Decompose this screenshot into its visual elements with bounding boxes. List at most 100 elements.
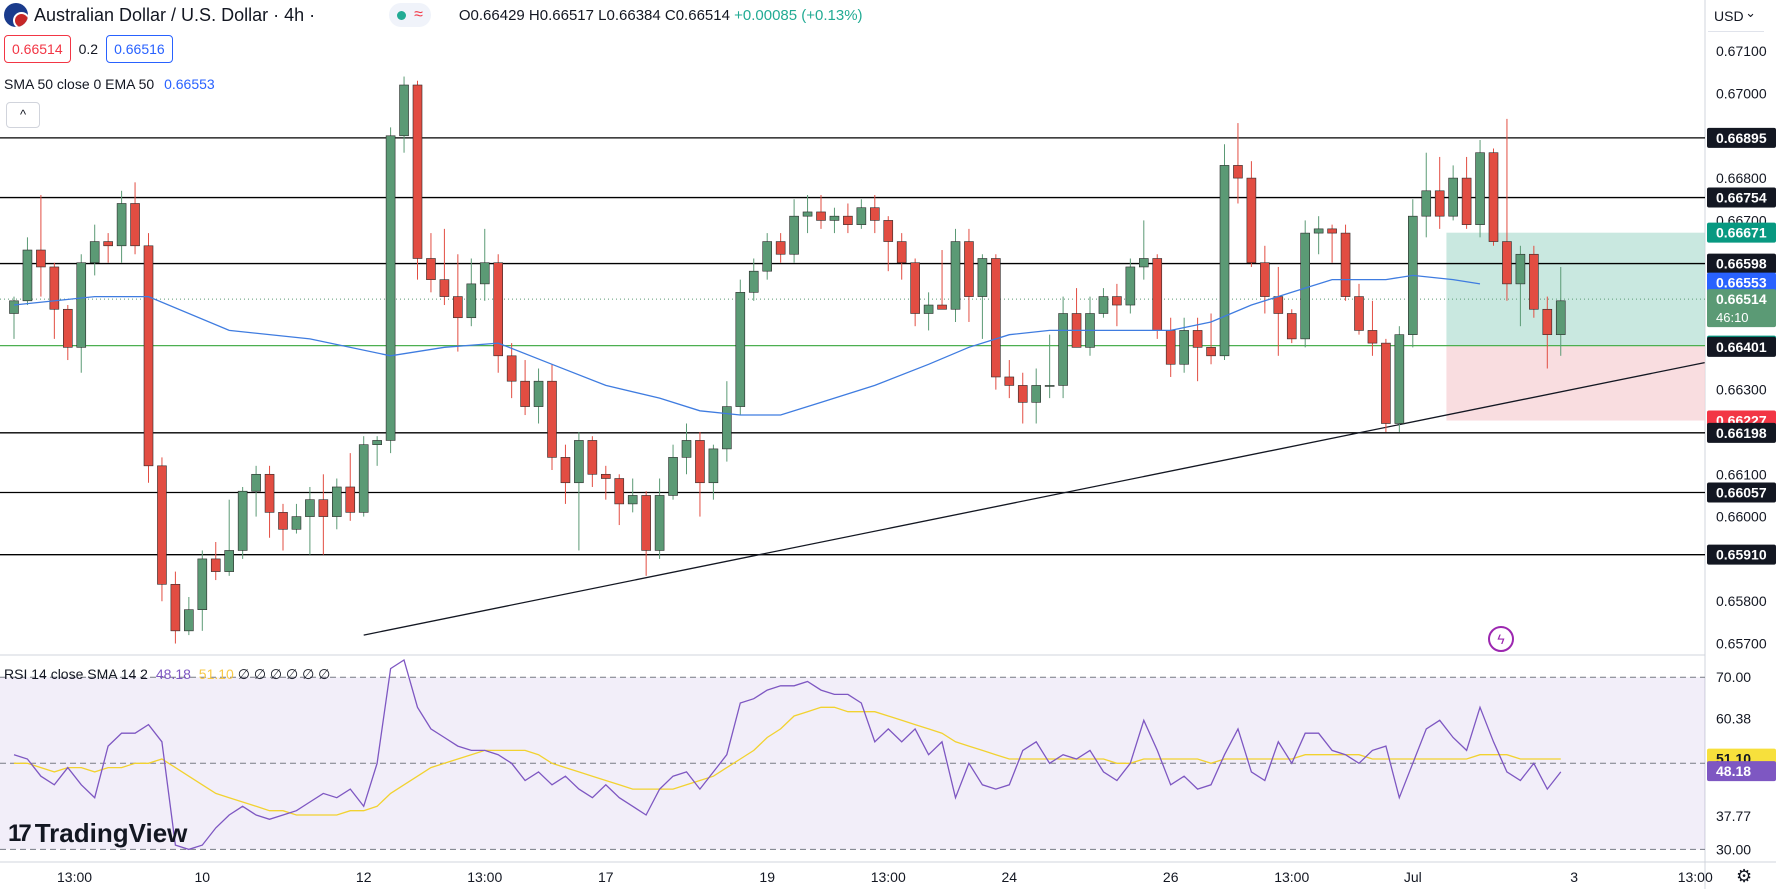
aud-usd-flag-icon — [4, 3, 28, 27]
lightning-icon[interactable]: ϟ — [1488, 626, 1514, 652]
price-label-text: 0.66514 — [1716, 291, 1767, 307]
candle — [722, 381, 732, 462]
buy-price-button[interactable]: 0.66516 — [106, 35, 173, 63]
candle-body — [251, 473, 261, 492]
candle-body — [1354, 296, 1364, 331]
ohlc-text: O0.66429 H0.66517 L0.66384 C0.66514 — [458, 6, 730, 24]
rsi-tick-label: 37.77 — [1716, 808, 1751, 824]
tradingview-logo[interactable]: 17 TradingView — [8, 818, 187, 849]
candle-body — [896, 241, 907, 264]
time-tick-label: 26 — [1163, 869, 1179, 885]
candle — [130, 182, 140, 255]
candle — [1461, 156, 1472, 229]
candle — [802, 195, 813, 234]
price-label: 0.66553 — [1707, 272, 1776, 293]
ema-indicator-value: 0.66553 — [164, 76, 215, 92]
sell-price-button[interactable]: 0.66514 — [4, 35, 71, 63]
stop-zone — [1446, 345, 1705, 421]
candle-body — [1044, 385, 1055, 387]
price-label-text: 0.66401 — [1716, 339, 1767, 355]
candle — [1529, 245, 1539, 318]
time-tick-label: 19 — [759, 869, 775, 885]
candle — [103, 233, 113, 263]
candle-body — [829, 215, 840, 221]
candle-body — [560, 457, 571, 484]
candle — [520, 360, 530, 416]
candle-body — [399, 84, 409, 137]
rsi-sma-line — [14, 706, 1561, 816]
candle-body — [1125, 266, 1136, 306]
candle — [466, 258, 477, 327]
candle-body — [1004, 376, 1015, 386]
candle — [600, 465, 611, 500]
candle — [896, 233, 907, 280]
rsi-indicator-legend[interactable]: RSI 14 close SMA 14 2 48.18 51.10 ∅ ∅ ∅ … — [4, 666, 330, 683]
candle — [627, 478, 638, 513]
candle — [1260, 245, 1270, 314]
time-tick-label: Jul — [1404, 869, 1422, 885]
candle — [1004, 360, 1015, 399]
candle-body — [708, 448, 719, 484]
candle-body — [372, 440, 382, 445]
candle — [479, 228, 490, 301]
candle — [1408, 199, 1418, 348]
rsi-value-label: 48.18 — [1716, 763, 1751, 779]
candle — [1233, 123, 1243, 204]
candle-body — [89, 241, 100, 264]
candle — [439, 228, 450, 306]
candle-body — [748, 270, 759, 293]
candle — [587, 436, 598, 487]
candle — [789, 199, 799, 263]
candle-body — [775, 241, 786, 255]
symbol-title[interactable]: Australian Dollar / U.S. Dollar · 4h · — [34, 4, 316, 25]
candle — [1367, 300, 1378, 356]
status-wave-icon: ≈ — [414, 6, 423, 23]
candle — [170, 571, 181, 644]
candle — [237, 486, 248, 559]
candle — [762, 233, 773, 280]
candle-body — [62, 308, 73, 348]
price-label-text: 0.66754 — [1716, 190, 1767, 206]
candle-body — [224, 550, 234, 572]
candle-body — [614, 478, 625, 505]
candle-body — [1340, 232, 1351, 297]
time-tick-label: 13:00 — [1678, 869, 1713, 885]
collapse-legend-button[interactable]: ^ — [6, 102, 40, 128]
settings-gear-icon[interactable]: ⚙ — [1736, 866, 1753, 886]
price-tick-label: 0.65800 — [1716, 593, 1767, 609]
candle — [1286, 309, 1297, 344]
candle — [358, 436, 369, 517]
currency-selector[interactable]: USD — [1708, 0, 1764, 32]
candle — [1327, 224, 1337, 263]
trendline — [363, 361, 1705, 636]
time-tick-label: 13:00 — [467, 869, 502, 885]
candle-body — [36, 249, 46, 268]
price-label-box — [1707, 544, 1776, 565]
candle — [1475, 140, 1485, 238]
candle — [1542, 296, 1553, 369]
candle-body — [453, 296, 463, 319]
price-label-text: 0.66671 — [1716, 225, 1767, 241]
candle-body — [103, 241, 113, 247]
candle — [1502, 118, 1512, 301]
price-label-text: 0.66198 — [1716, 425, 1767, 441]
time-tick-label: 13:00 — [871, 869, 906, 885]
candle — [89, 224, 100, 276]
candle — [331, 478, 342, 530]
candle-body — [574, 440, 584, 484]
market-status[interactable]: ≈ — [389, 3, 431, 27]
candle-body — [762, 241, 773, 272]
price-tick-label: 0.66100 — [1716, 466, 1767, 482]
candle-body — [1098, 296, 1109, 314]
candle — [1044, 334, 1055, 399]
candle — [291, 503, 302, 534]
candle-body — [1488, 152, 1499, 242]
ema-indicator-legend[interactable]: SMA 50 close 0 EMA 50 0.66553 — [4, 76, 215, 92]
candle-body — [116, 203, 127, 247]
candle — [695, 431, 705, 517]
market-open-dot-icon — [397, 10, 407, 20]
rsi-tick-label: 60.38 — [1716, 711, 1751, 727]
candle — [1098, 288, 1109, 318]
price-label: 0.66401 — [1707, 336, 1776, 357]
